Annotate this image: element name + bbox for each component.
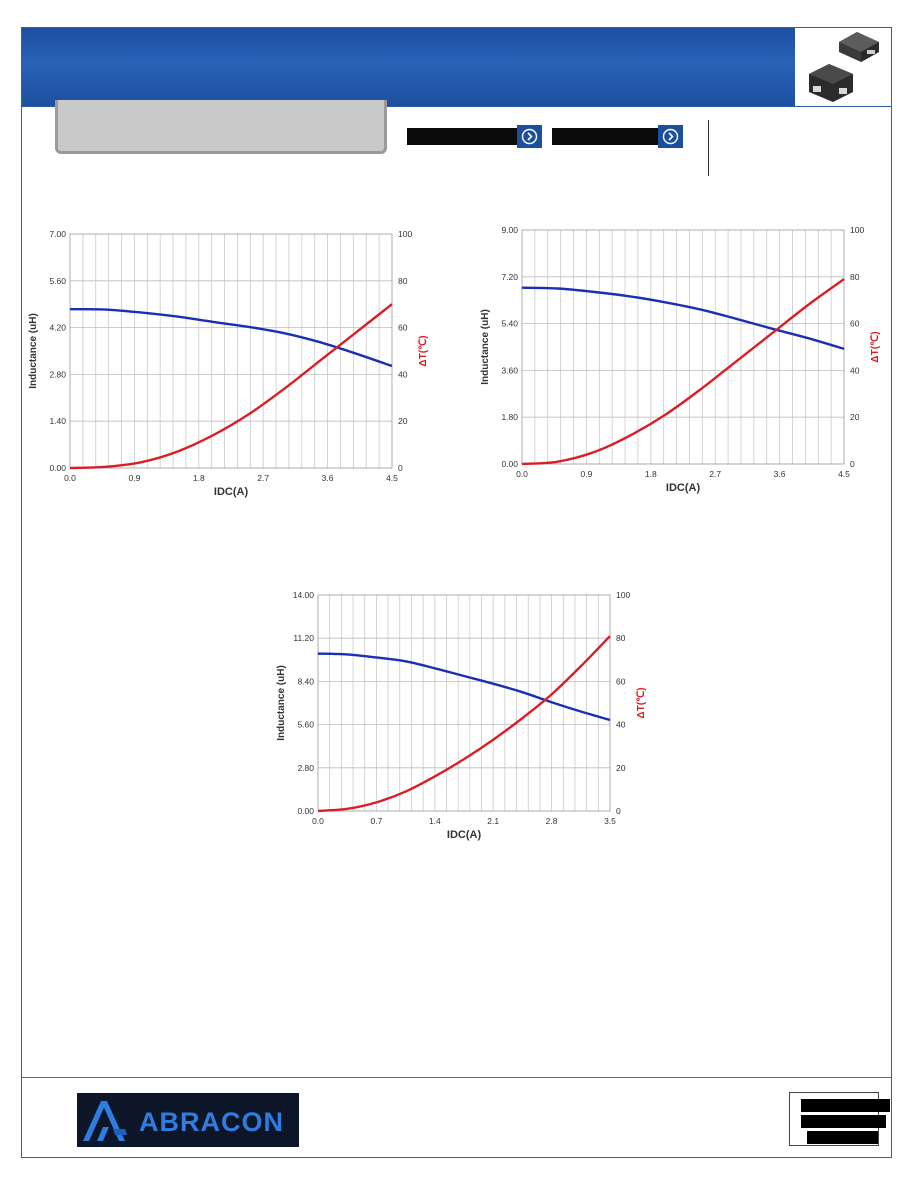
x-axis-label: IDC(A): [666, 482, 701, 494]
y2-axis-label: ΔT(℃): [870, 331, 881, 362]
y-tick-label: 4.20: [49, 323, 66, 333]
y2-tick-label: 40: [616, 720, 626, 730]
x-tick-label: 0.7: [370, 816, 382, 826]
x-axis-label: IDC(A): [214, 486, 249, 498]
chart-svg: 0.0 0.9 1.8 2.7 3.6 4.5 0.00 1.80 3.60 5.40 7.20 9.…: [480, 225, 881, 494]
y-axis-label: Inductance (uH): [28, 313, 39, 389]
chart-svg: 0.0 0.7 1.4 2.1 2.8 3.5 0.00 2.80 5.60 8.40 11.20 1…: [276, 590, 647, 841]
y2-tick-label: 60: [398, 323, 408, 333]
revision-redacted-3: [807, 1131, 878, 1144]
y2-tick-label: 80: [398, 276, 408, 286]
y2-axis-label: ΔT(℃): [418, 335, 429, 366]
y2-tick-label: 60: [616, 676, 626, 686]
nav-link-redacted-2[interactable]: [552, 128, 658, 145]
plot-border: [317, 594, 611, 812]
y2-tick-label: 80: [850, 272, 860, 282]
chevron-right-circle-icon[interactable]: [517, 125, 542, 148]
y-tick-label: 9.00: [501, 225, 518, 235]
page-border: [21, 27, 892, 1158]
inductance-chart-2: 0.0 0.9 1.8 2.7 3.6 4.5 0.00 1.80 3.60 5.40 7.20 9.…: [474, 218, 894, 508]
x-axis-label: IDC(A): [447, 829, 482, 841]
inductance-chart-3: 0.0 0.7 1.4 2.1 2.8 3.5 0.00 2.80 5.60 8.40 11.20 1…: [270, 583, 660, 855]
y2-tick-label: 20: [850, 412, 860, 422]
x-tick-label: 2.7: [257, 473, 269, 483]
x-tick-label: 0.0: [64, 473, 76, 483]
plot-area: [522, 230, 844, 464]
x-tick-label: 0.9: [580, 469, 592, 479]
plot-border: [521, 229, 845, 465]
x-tick-label: 3.5: [604, 816, 616, 826]
y2-tick-label: 100: [850, 225, 864, 235]
y2-tick-label: 40: [850, 365, 860, 375]
plot-area: [318, 595, 610, 811]
y2-tick-label: 100: [398, 229, 412, 239]
x-tick-label: 4.5: [838, 469, 850, 479]
y-tick-label: 0.00: [297, 806, 314, 816]
y-tick-label: 5.60: [49, 276, 66, 286]
x-tick-label: 0.0: [312, 816, 324, 826]
temperature-rise-line: [521, 278, 845, 466]
y-tick-label: 3.60: [501, 365, 518, 375]
x-tick-label: 3.6: [774, 469, 786, 479]
revision-redacted-1: [801, 1099, 890, 1112]
x-tick-label: 2.8: [546, 816, 558, 826]
y2-tick-label: 0: [850, 459, 855, 469]
x-tick-label: 4.5: [386, 473, 398, 483]
abracon-logo: ABRACON: [77, 1093, 299, 1147]
revision-redacted-2: [801, 1115, 886, 1128]
y-tick-label: 2.80: [297, 763, 314, 773]
y-tick-label: 1.40: [49, 416, 66, 426]
y-tick-label: 11.20: [293, 633, 314, 643]
x-tick-label: 0.9: [128, 473, 140, 483]
part-number-panel: [55, 100, 387, 154]
temperature-rise-line: [317, 635, 611, 813]
inductance-line: [521, 286, 845, 350]
y-tick-label: 5.60: [297, 720, 314, 730]
x-tick-label: 1.4: [429, 816, 441, 826]
plot-border: [69, 233, 393, 469]
y-tick-label: 7.00: [49, 229, 66, 239]
x-tick-label: 1.8: [645, 469, 657, 479]
y2-tick-label: 100: [616, 590, 630, 600]
y2-tick-label: 40: [398, 369, 408, 379]
y-tick-label: 14.00: [293, 590, 315, 600]
y-tick-label: 7.20: [501, 272, 518, 282]
inductance-chart-1: 0.0 0.9 1.8 2.7 3.6 4.5 0.00 1.40 2.80 4.20 5.60 7.…: [22, 222, 442, 512]
y2-tick-label: 20: [398, 416, 408, 426]
chart-svg: 0.0 0.9 1.8 2.7 3.6 4.5 0.00 1.40 2.80 4.20 5.60 7.…: [28, 229, 429, 498]
y-tick-label: 0.00: [501, 459, 518, 469]
header-divider: [708, 120, 709, 176]
y-axis-label: Inductance (uH): [276, 665, 287, 741]
y2-axis-label: ΔT(℃): [636, 687, 647, 718]
x-tick-label: 1.8: [193, 473, 205, 483]
y2-tick-label: 20: [616, 763, 626, 773]
x-tick-label: 2.1: [487, 816, 499, 826]
header-band: [22, 28, 795, 106]
y-tick-label: 8.40: [297, 676, 314, 686]
abracon-logo-text: ABRACON: [139, 1107, 284, 1137]
y-tick-label: 5.40: [501, 319, 518, 329]
temperature-rise-line: [69, 303, 393, 470]
plot-area: [70, 234, 392, 468]
y-tick-label: 1.80: [501, 412, 518, 422]
nav-link-redacted-1[interactable]: [407, 128, 517, 145]
chevron-right-circle-icon[interactable]: [658, 125, 683, 148]
x-tick-label: 0.0: [516, 469, 528, 479]
y-tick-label: 2.80: [49, 369, 66, 379]
y2-tick-label: 0: [616, 806, 621, 816]
y-axis-label: Inductance (uH): [480, 309, 491, 385]
smd-power-inductor-image: [795, 28, 891, 106]
x-tick-label: 3.6: [322, 473, 334, 483]
header-underline: [22, 106, 891, 107]
x-tick-label: 2.7: [709, 469, 721, 479]
y2-tick-label: 60: [850, 319, 860, 329]
y2-tick-label: 0: [398, 463, 403, 473]
y2-tick-label: 80: [616, 633, 626, 643]
y-tick-label: 0.00: [49, 463, 66, 473]
inductance-line: [317, 652, 611, 722]
footer-rule: [22, 1077, 891, 1078]
